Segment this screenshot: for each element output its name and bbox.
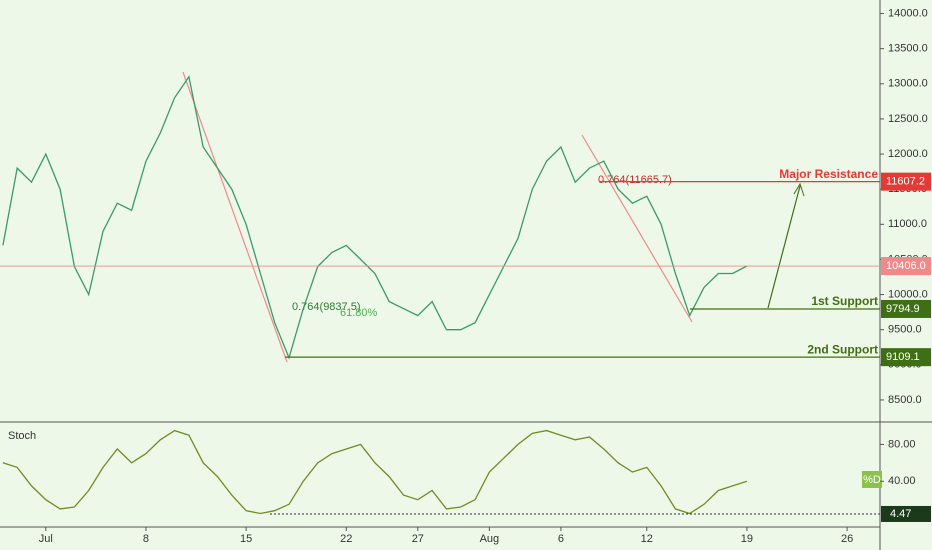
y-tick-label: 11000.0 — [888, 218, 927, 230]
price-label: 11607.2 — [886, 176, 925, 188]
fib-label: 0.764(11665.7) — [598, 174, 672, 186]
x-tick-label: Aug — [480, 533, 500, 545]
level-name: 1st Support — [811, 294, 878, 308]
x-tick-label: 27 — [412, 533, 424, 545]
legend-box — [862, 471, 882, 488]
fib-label: 0.764(9837.5) — [292, 301, 361, 313]
level-name: 2nd Support — [807, 342, 878, 356]
y-tick-label: 13500.0 — [888, 43, 928, 55]
y-tick-label: 12500.0 — [888, 113, 928, 125]
y-tick-label: 9500.0 — [888, 324, 922, 336]
y-tick-label: 40.00 — [888, 475, 916, 487]
fib-label: 61.80% — [340, 307, 378, 319]
price-box — [881, 505, 931, 522]
swing-arrow — [581, 134, 693, 323]
y-tick-label: 8500.0 — [888, 394, 922, 406]
x-tick-label: 26 — [841, 533, 853, 545]
y-tick-label: 10000.0 — [888, 288, 928, 300]
x-tick-label: 15 — [240, 533, 252, 545]
series-line — [2, 429, 748, 515]
indicator-title: Stoch — [8, 430, 36, 442]
arrow-head — [793, 182, 805, 197]
projection-arrow — [767, 185, 801, 309]
price-box — [881, 257, 931, 276]
x-tick-label: 22 — [340, 533, 352, 545]
x-tick-label: 12 — [641, 533, 653, 545]
x-tick-label: Jul — [39, 533, 53, 545]
price-box — [881, 172, 931, 191]
price-label: 4.47 — [890, 508, 911, 520]
x-tick-label: 19 — [741, 533, 753, 545]
swing-arrow — [182, 71, 288, 363]
price-label: 10406.0 — [886, 260, 926, 272]
y-tick-label: 14000.0 — [888, 7, 928, 19]
price-box — [881, 348, 931, 367]
y-tick-label: 80.00 — [888, 438, 916, 450]
price-label: 9109.1 — [886, 351, 920, 363]
price-box — [881, 299, 931, 318]
legend-label: %D — [863, 474, 881, 486]
series-line — [2, 75, 748, 360]
x-tick-label: 6 — [558, 533, 564, 545]
y-tick-label: 13000.0 — [888, 78, 928, 90]
y-tick-label: 12000.0 — [888, 148, 928, 160]
level-name: Major Resistance — [779, 167, 878, 181]
x-tick-label: 8 — [143, 533, 149, 545]
price-label: 9794.9 — [886, 303, 920, 315]
